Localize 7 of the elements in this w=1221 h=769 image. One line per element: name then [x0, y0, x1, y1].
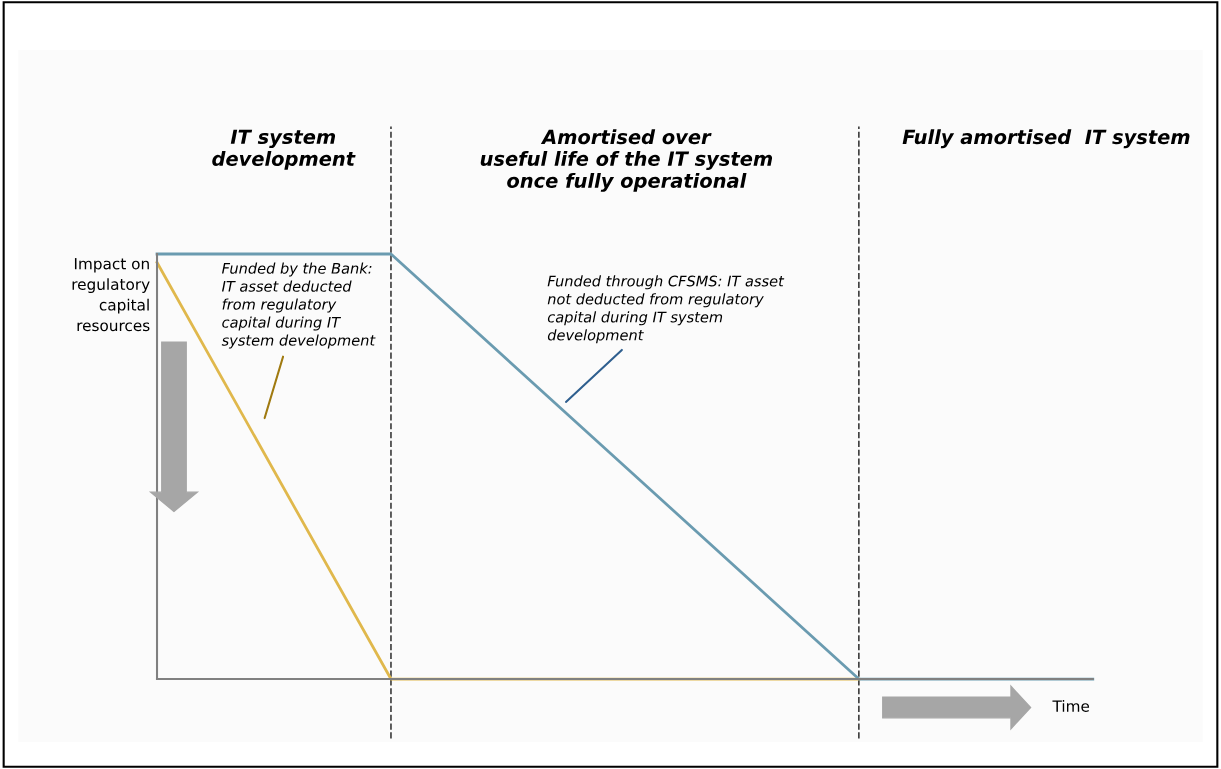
annotation: Funded through CFSMS: IT asset not deducted from regulatory capital during IT system development	[547, 275, 785, 344]
y-axis-title: Impact on regulatory capital resources	[72, 258, 150, 332]
annotation: Funded by the Bank: IT asset deducted from regulatory capital during IT system development	[221, 262, 376, 349]
text: Amortised over useful life of the IT system once fully operational	[480, 129, 773, 192]
text: Fully amortised IT system	[902, 129, 1190, 149]
text: IT system development	[212, 129, 356, 170]
x-axis-title: Time	[1052, 700, 1090, 712]
